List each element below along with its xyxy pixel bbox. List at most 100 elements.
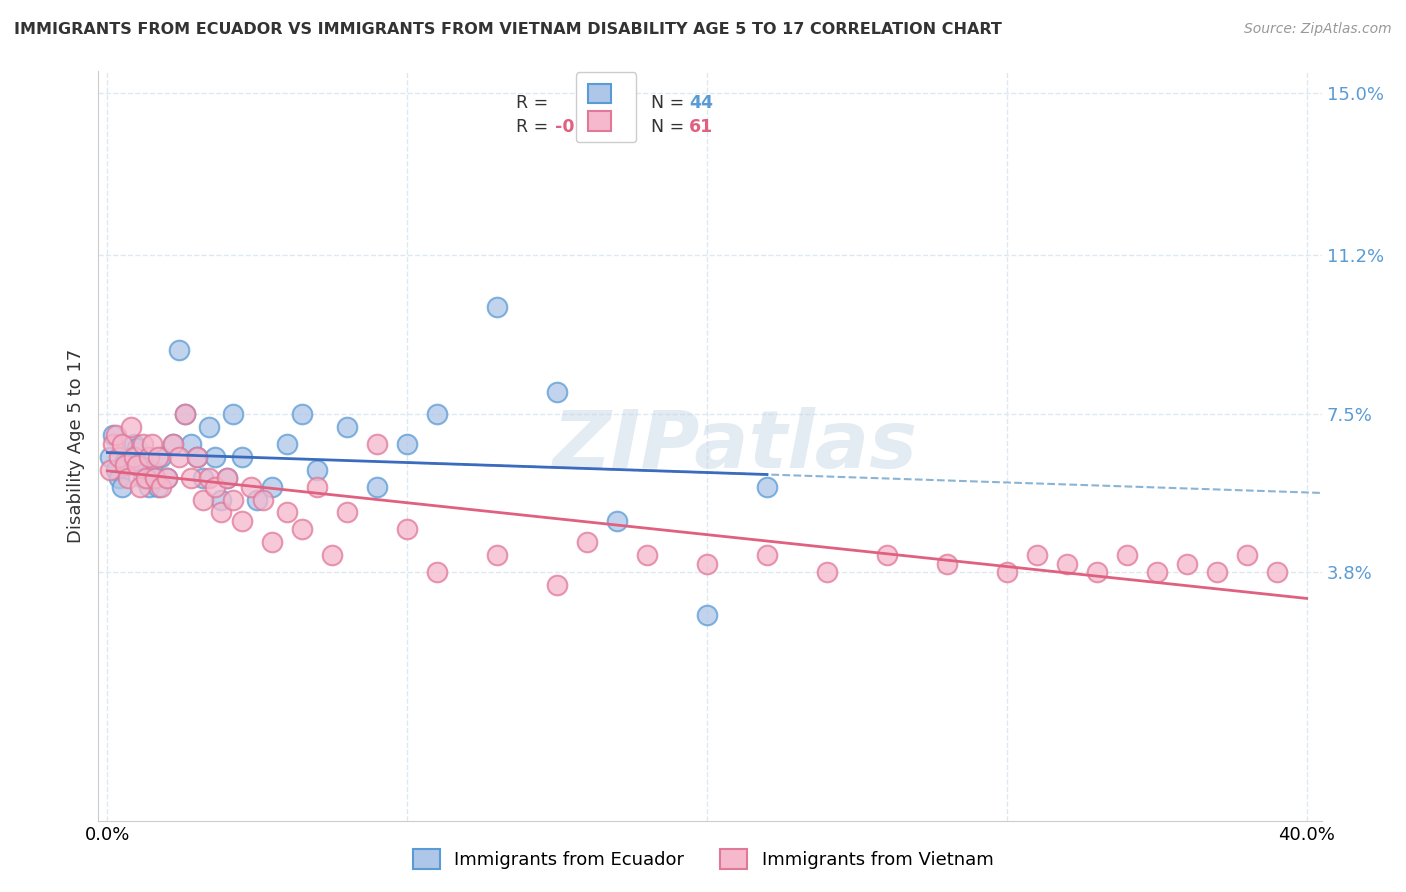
Point	[145, 471, 167, 485]
Text: N =: N =	[640, 118, 689, 136]
Text: R =: R =	[516, 94, 560, 112]
Point	[124, 437, 146, 451]
Point	[186, 450, 208, 464]
Point	[336, 419, 359, 434]
Point	[222, 492, 245, 507]
Point	[148, 480, 170, 494]
Point	[132, 471, 155, 485]
Point	[576, 535, 599, 549]
Point	[231, 514, 253, 528]
Point	[222, 407, 245, 421]
Text: R =: R =	[516, 118, 554, 136]
Point	[129, 458, 152, 473]
Point	[262, 535, 284, 549]
Point	[291, 407, 314, 421]
Point	[935, 557, 957, 571]
Point	[193, 471, 215, 485]
Legend: Immigrants from Ecuador, Immigrants from Vietnam: Immigrants from Ecuador, Immigrants from…	[404, 839, 1002, 879]
Point	[252, 492, 274, 507]
Point	[111, 437, 134, 451]
Text: 0.148: 0.148	[576, 94, 631, 112]
Point	[217, 471, 239, 485]
Point	[100, 450, 122, 464]
Point	[204, 450, 226, 464]
Point	[174, 407, 197, 421]
Point	[162, 437, 184, 451]
Point	[1265, 566, 1288, 580]
Point	[120, 419, 142, 434]
Point	[141, 437, 163, 451]
Point	[321, 548, 343, 562]
Point	[246, 492, 269, 507]
Point	[198, 419, 221, 434]
Point	[1085, 566, 1108, 580]
Point	[156, 471, 179, 485]
Point	[366, 437, 388, 451]
Point	[696, 557, 718, 571]
Point	[138, 480, 160, 494]
Point	[148, 450, 170, 464]
Point	[696, 608, 718, 623]
Point	[169, 450, 191, 464]
Point	[162, 437, 184, 451]
Text: 44: 44	[689, 94, 713, 112]
Point	[108, 450, 131, 464]
Point	[103, 428, 125, 442]
Point	[217, 471, 239, 485]
Point	[180, 471, 202, 485]
Point	[105, 462, 128, 476]
Point	[396, 523, 419, 537]
Point	[307, 480, 329, 494]
Point	[231, 450, 253, 464]
Point	[141, 462, 163, 476]
Point	[111, 480, 134, 494]
Point	[276, 437, 298, 451]
Text: N =: N =	[640, 94, 689, 112]
Point	[129, 480, 152, 494]
Point	[1115, 548, 1137, 562]
Point	[169, 343, 191, 357]
Point	[117, 458, 139, 473]
Point	[132, 437, 155, 451]
Point	[103, 437, 125, 451]
Point	[124, 450, 146, 464]
Point	[1175, 557, 1198, 571]
Point	[114, 458, 136, 473]
Point	[1025, 548, 1047, 562]
Point	[486, 548, 509, 562]
Point	[209, 492, 232, 507]
Point	[486, 300, 509, 314]
Legend: , : ,	[576, 72, 636, 143]
Point	[876, 548, 898, 562]
Point	[174, 407, 197, 421]
Point	[105, 428, 128, 442]
Text: -0.226: -0.226	[555, 118, 617, 136]
Point	[1236, 548, 1258, 562]
Point	[150, 480, 173, 494]
Point	[307, 462, 329, 476]
Point	[145, 471, 167, 485]
Point	[240, 480, 263, 494]
Point	[366, 480, 388, 494]
Point	[262, 480, 284, 494]
Point	[756, 548, 779, 562]
Text: ZIPatlas: ZIPatlas	[553, 407, 917, 485]
Point	[636, 548, 658, 562]
Point	[186, 450, 208, 464]
Text: Source: ZipAtlas.com: Source: ZipAtlas.com	[1244, 22, 1392, 37]
Text: IMMIGRANTS FROM ECUADOR VS IMMIGRANTS FROM VIETNAM DISABILITY AGE 5 TO 17 CORREL: IMMIGRANTS FROM ECUADOR VS IMMIGRANTS FR…	[14, 22, 1002, 37]
Point	[127, 441, 149, 455]
Point	[150, 450, 173, 464]
Point	[156, 471, 179, 485]
Point	[117, 471, 139, 485]
Point	[193, 492, 215, 507]
Point	[1205, 566, 1227, 580]
Point	[815, 566, 838, 580]
Point	[291, 523, 314, 537]
Point	[135, 471, 157, 485]
Point	[108, 471, 131, 485]
Point	[756, 480, 779, 494]
Point	[114, 454, 136, 468]
Point	[120, 450, 142, 464]
Y-axis label: Disability Age 5 to 17: Disability Age 5 to 17	[66, 349, 84, 543]
